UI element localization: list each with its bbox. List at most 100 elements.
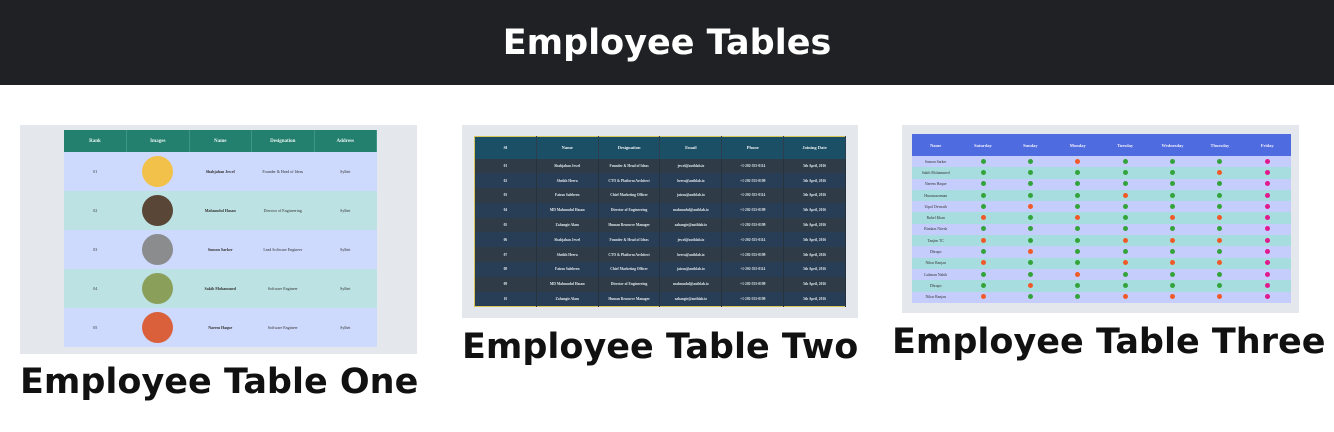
table-cell: CTO & Platform Architect	[598, 247, 661, 263]
present-icon	[1027, 226, 1033, 232]
name-cell: Ruhel Khan	[912, 212, 960, 224]
name-cell: Sakib Mohammed	[912, 167, 960, 179]
present-icon	[1170, 226, 1176, 232]
status-cell	[1148, 268, 1197, 281]
present-icon	[1217, 158, 1223, 164]
table-row: Nihar Ranjan	[912, 257, 1291, 269]
status-cell	[959, 223, 1007, 236]
holiday-icon	[1264, 192, 1270, 198]
status-cell	[959, 201, 1007, 213]
table-cell: +1-202-555-0199	[721, 247, 785, 263]
thumbnail-table-one[interactable]: Rank Images Name Designation Address 01 Shahja…	[20, 125, 417, 354]
column-header: Name	[536, 136, 599, 159]
present-icon	[1122, 215, 1128, 221]
table-cell: Chief Marketing Officer	[598, 262, 661, 277]
name-cell: Sakib Mohammed	[189, 269, 252, 308]
absent-icon	[1170, 260, 1176, 266]
table-row: 03 Faizus Saleheen Chief Marketing Officer…	[474, 188, 846, 203]
column-header: Name	[189, 130, 252, 152]
table-cell: 09	[474, 276, 537, 292]
thumbnail-table-two[interactable]: Sl Name Designation Email Phone Joining Date 0…	[462, 125, 858, 318]
column-header: Tuesday	[1101, 134, 1149, 156]
status-cell	[959, 268, 1007, 281]
table-row: Sumon Sarker	[912, 156, 1291, 168]
present-icon	[1170, 271, 1176, 277]
name-cell: Shahjahan Jewel	[189, 152, 252, 191]
table-row: Tanjim TC	[912, 235, 1291, 247]
table-cell: mahmudul@authlab.io	[659, 276, 723, 292]
status-cell	[959, 156, 1007, 168]
table-cell: +1-202-555-0199	[721, 202, 785, 218]
status-cell	[1006, 257, 1055, 269]
table-row: Hasanuzzaman	[912, 189, 1291, 202]
status-cell	[1196, 246, 1244, 258]
status-cell	[1243, 268, 1291, 281]
table-cell: Chief Marketing Officer	[598, 188, 661, 203]
status-cell	[1054, 189, 1102, 202]
preview-table-three: Name Saturday Sunday Monday Tuesday Wednesday…	[912, 134, 1291, 303]
column-header: Sunday	[1006, 134, 1055, 156]
present-icon	[1122, 158, 1128, 164]
rank-cell: 03	[64, 230, 127, 269]
status-cell	[1101, 235, 1149, 247]
table-cell: jewel@authlab.io	[659, 158, 723, 174]
holiday-icon	[1264, 215, 1270, 221]
present-icon	[1075, 192, 1081, 198]
present-icon	[1217, 271, 1223, 277]
designation-cell: Director of Engineering	[251, 191, 314, 230]
address-cell: Sylhet	[314, 191, 377, 230]
status-cell	[1006, 235, 1055, 247]
status-cell	[1243, 257, 1291, 269]
table-row: 01 Shahjahan Jewel Founder & Head of Ideas…	[474, 158, 846, 174]
card-title[interactable]: Employee Table Three	[892, 322, 1326, 362]
table-cell: Sheikh Heera	[536, 173, 599, 189]
table-cell: 5th April, 2016	[783, 188, 846, 203]
card-title[interactable]: Employee Table One	[20, 362, 419, 402]
table-row: 01 Shahjahan Jewel Founder & Head of Ideas…	[64, 152, 377, 191]
status-cell	[1101, 291, 1149, 303]
column-header: Address	[314, 130, 377, 152]
table-row: 10 Zahangir Alam Human Resource Manager zah…	[474, 291, 846, 307]
present-icon	[1170, 282, 1176, 288]
preview-table-two: Sl Name Designation Email Phone Joining Date 0…	[474, 136, 846, 307]
thumbnail-table-three[interactable]: Name Saturday Sunday Monday Tuesday Wednesday…	[902, 125, 1299, 313]
name-cell: Utpol Devnath	[912, 201, 960, 213]
present-icon	[1122, 203, 1128, 209]
table-cell: Founder & Head of Ideas	[598, 158, 661, 174]
holiday-icon	[1264, 294, 1270, 300]
column-header: Rank	[64, 130, 127, 152]
designation-cell: Software Engineer	[251, 269, 314, 308]
card-title[interactable]: Employee Table Two	[462, 327, 859, 367]
status-cell	[1148, 291, 1197, 303]
status-cell	[1006, 167, 1055, 179]
avatar	[142, 273, 174, 304]
present-icon	[980, 249, 986, 255]
absent-icon	[1027, 282, 1033, 288]
absent-icon	[1122, 237, 1128, 243]
column-header: Designation	[598, 136, 661, 159]
table-row: 05 Zahangir Alam Human Resource Manager zah…	[474, 217, 846, 233]
table-cell: 03	[474, 188, 537, 203]
table-row: 02 Mahmudul Hasan Director of Engineering S…	[64, 191, 377, 230]
status-cell	[1196, 291, 1244, 303]
status-cell	[959, 235, 1007, 247]
table-cell: Faizus Saleheen	[536, 188, 599, 203]
status-cell	[1196, 201, 1244, 213]
status-cell	[1148, 212, 1197, 224]
status-cell	[1006, 280, 1055, 292]
name-cell: Nihar Ranjan	[912, 291, 960, 303]
absent-icon	[1122, 260, 1128, 266]
status-cell	[1006, 291, 1055, 303]
column-header: Name	[912, 134, 960, 156]
table-cell: +1-202-555-0199	[721, 291, 785, 307]
status-cell	[1148, 246, 1197, 258]
absent-icon	[1075, 215, 1081, 221]
absent-icon	[1170, 215, 1176, 221]
table-cell: jaizus@authlab.io	[659, 262, 723, 277]
status-cell	[1054, 156, 1102, 168]
table-row: 04 MD Mahmudul Hasan Director of Engineeri…	[474, 202, 846, 218]
status-cell	[1196, 212, 1244, 224]
status-cell	[1148, 235, 1197, 247]
status-cell	[1101, 201, 1149, 213]
status-cell	[1243, 223, 1291, 236]
